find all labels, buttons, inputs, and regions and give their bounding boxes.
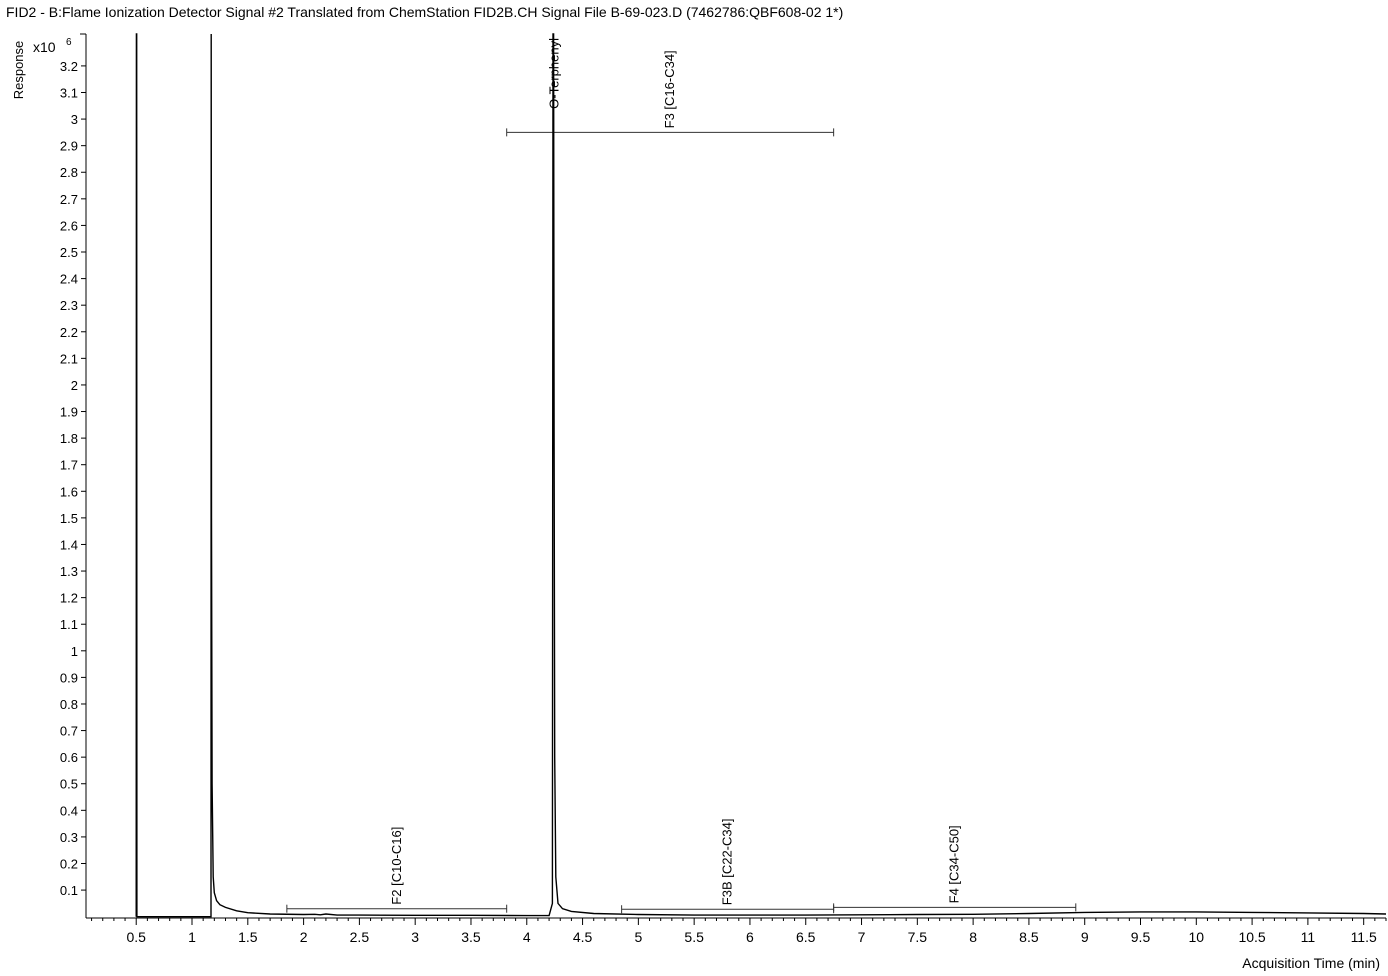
y-tick-label: 3 [71,112,78,127]
x-tick-label: 5.5 [684,929,704,945]
y-tick-label: 0.4 [60,803,78,818]
x-tick-label: 0.5 [126,929,146,945]
x-tick-label: 1.5 [238,929,258,945]
integration-range: F3B [C22-C34] [621,819,835,914]
x-axis-ticks: 0.5 1 1.5 2 2.5 3 3.5 4 4.5 5 5.5 6 6.5 7 7.5 8 8.5 9 9.5 1… [91,918,1387,945]
x-tick-label: 6.5 [796,929,816,945]
range-label: F3B [C22-C34] [720,819,735,906]
x-tick-label: 11 [1301,929,1316,945]
y-tick-label: 1.9 [60,405,78,420]
chart-title: FID2 - B:Flame Ionization Detector Signa… [6,4,844,20]
peak-labels: O-Terphenyl [547,38,562,109]
y-tick-label: 0.2 [60,856,78,871]
y-tick-label: 0.6 [60,750,78,765]
y-tick-label: 0.3 [60,830,78,845]
y-tick-label: 1.8 [60,431,78,446]
y-tick-label: 2.4 [60,272,78,287]
x-tick-label: 8 [969,929,977,945]
y-tick-label: 1.4 [60,537,78,552]
y-tick-label: 1.1 [60,617,78,632]
y-tick-label: 0.1 [60,883,78,898]
y-tick-label: 2.8 [60,165,78,180]
x-tick-label: 3 [411,929,419,945]
x-tick-label: 7.5 [908,929,928,945]
y-tick-label: 3.1 [60,85,78,100]
y-tick-label: 2.3 [60,298,78,313]
x-tick-label: 4.5 [573,929,593,945]
y-tick-label: 2.9 [60,139,78,154]
y-tick-label: 0.7 [60,724,78,739]
y-tick-label: 2 [71,378,78,393]
y-tick-label: 2.2 [60,325,78,340]
y-multiplier: x10 [33,39,56,55]
y-tick-label: 0.5 [60,777,78,792]
y-tick-label: 1.7 [60,458,78,473]
x-tick-label: 11.5 [1351,929,1377,945]
y-axis-ticks: 0.1 0.2 0.3 0.4 0.5 0.6 0.7 0.8 0.9 1 1.1 1.2 1.3 1.4… [60,59,86,898]
x-tick-label: 2.5 [350,929,370,945]
x-tick-label: 10.5 [1238,929,1265,945]
x-tick-label: 5 [634,929,642,945]
x-tick-label: 10 [1189,929,1205,945]
x-tick-label: 6 [746,929,754,945]
y-tick-label: 2.7 [60,192,78,207]
integration-range: F2 [C10-C16] [286,827,508,913]
y-multiplier-exponent: 6 [66,37,72,48]
x-tick-label: 9 [1081,929,1089,945]
y-axis-label: Response [11,41,26,100]
x-tick-label: 7 [858,929,866,945]
axes [80,33,1386,919]
x-tick-label: 2 [300,929,308,945]
y-tick-label: 3.2 [60,59,78,74]
x-tick-label: 4 [523,929,531,945]
y-tick-label: 2.1 [60,351,78,366]
y-tick-label: 1.3 [60,564,78,579]
y-tick-label: 1 [71,644,78,659]
y-tick-label: 2.6 [60,218,78,233]
x-tick-label: 8.5 [1019,929,1039,945]
signal-trace [135,33,1387,918]
y-tick-label: 1.6 [60,484,78,499]
y-tick-label: 1.5 [60,511,78,526]
x-tick-label: 9.5 [1131,929,1151,945]
integration-range: F3 [C16-C34] [506,50,835,137]
range-label: F2 [C10-C16] [389,827,404,905]
signal-trace-group [135,33,1387,918]
x-tick-label: 3.5 [461,929,481,945]
y-tick-label: 1.2 [60,591,78,606]
peak-label: O-Terphenyl [547,38,562,109]
y-tick-label: 0.9 [60,670,78,685]
x-axis-label: Acquisition Time (min) [1242,955,1380,971]
range-label: F3 [C16-C34] [662,50,677,128]
x-tick-label: 1 [188,929,196,945]
y-tick-label: 0.8 [60,697,78,712]
integration-ranges: F3 [C16-C34] F2 [C10-C16] F3B [C22-C34] F4 … [286,50,1077,914]
integration-range: F4 [C34-C50] [833,825,1077,912]
range-label: F4 [C34-C50] [947,825,962,903]
y-tick-label: 2.5 [60,245,78,260]
